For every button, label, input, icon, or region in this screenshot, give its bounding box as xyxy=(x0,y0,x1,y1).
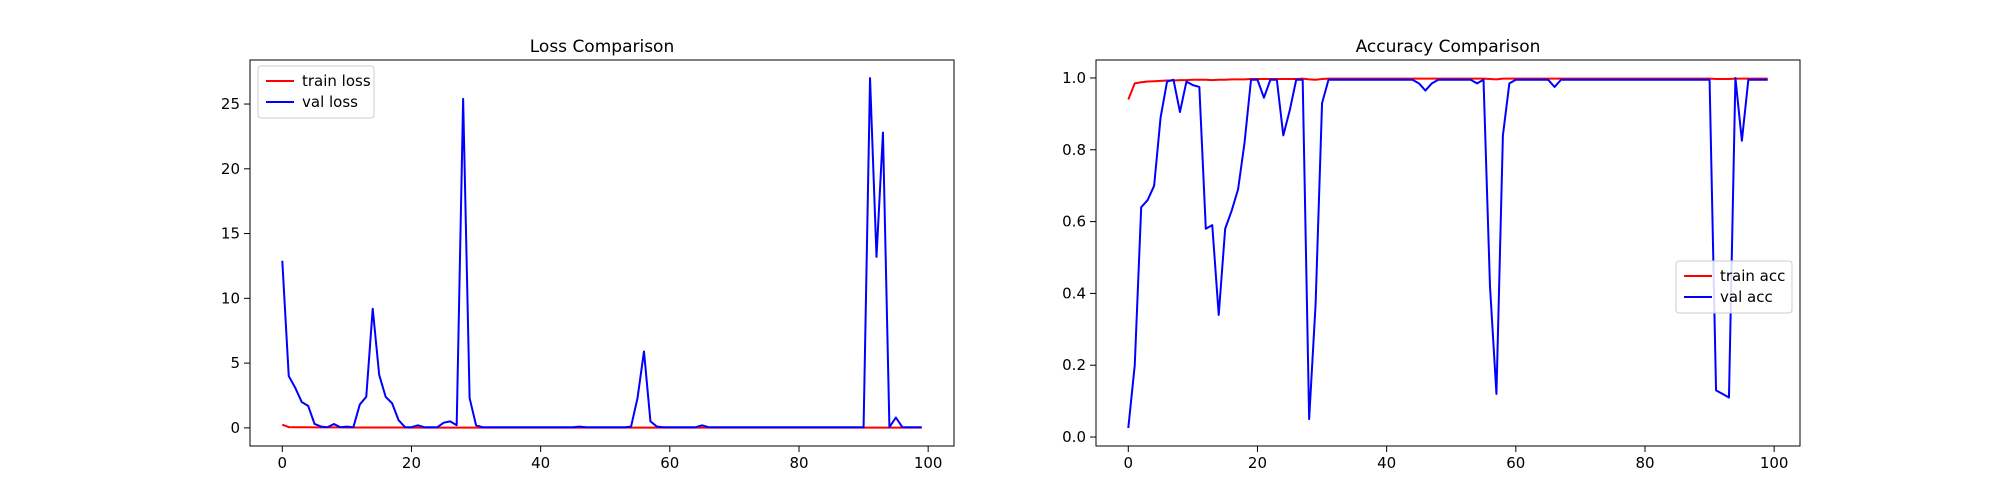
loss-chart: Loss Comparison 0 20 40 60 80 100 0 5 10 15 20 25 t… xyxy=(221,37,955,472)
accuracy-series-train-acc xyxy=(1127,77,1768,100)
loss-legend-box xyxy=(257,65,375,119)
loss-chart-axes: 0 20 40 60 80 100 0 5 10 15 20 25 xyxy=(221,95,943,472)
accuracy-legend-box xyxy=(1675,260,1793,314)
accuracy-chart-lines xyxy=(1127,76,1768,429)
accuracy-ytick-label-2: 0.4 xyxy=(1062,284,1086,302)
loss-ytick-label-3: 15 xyxy=(221,225,240,243)
accuracy-ytick-label-1: 0.2 xyxy=(1062,356,1086,374)
loss-legend-label-0: train loss xyxy=(302,72,371,90)
loss-chart-title: Loss Comparison xyxy=(530,37,674,57)
loss-xtick-label-5: 100 xyxy=(914,454,943,472)
accuracy-chart: Accuracy Comparison 0 20 40 60 80 100 0.0 0.2 0.… xyxy=(1062,37,1801,472)
accuracy-xtick-label-1: 20 xyxy=(1248,454,1267,472)
accuracy-xtick-label-0: 0 xyxy=(1124,454,1134,472)
accuracy-ytick-label-3: 0.6 xyxy=(1062,213,1086,231)
loss-ytick-label-2: 10 xyxy=(221,289,240,307)
loss-ytick-label-4: 20 xyxy=(221,160,240,178)
accuracy-chart-legend: train acc val acc xyxy=(1675,260,1793,314)
loss-ytick-label-5: 25 xyxy=(221,95,240,113)
accuracy-legend-label-0: train acc xyxy=(1720,267,1785,285)
accuracy-xtick-label-5: 100 xyxy=(1760,454,1789,472)
loss-xtick-label-2: 40 xyxy=(531,454,550,472)
loss-chart-lines xyxy=(281,77,922,429)
loss-chart-frame xyxy=(249,59,955,447)
loss-xtick-label-3: 60 xyxy=(660,454,679,472)
loss-series-val-loss xyxy=(281,77,922,429)
accuracy-chart-title: Accuracy Comparison xyxy=(1356,37,1541,57)
accuracy-ytick-label-4: 0.8 xyxy=(1062,141,1086,159)
accuracy-ytick-label-5: 1.0 xyxy=(1062,69,1086,87)
accuracy-xtick-label-2: 40 xyxy=(1377,454,1396,472)
loss-chart-legend: train loss val loss xyxy=(257,65,375,119)
accuracy-chart-frame xyxy=(1095,59,1801,447)
loss-ytick-label-1: 5 xyxy=(230,354,240,372)
accuracy-ytick-label-0: 0.0 xyxy=(1062,428,1086,446)
accuracy-chart-axes: 0 20 40 60 80 100 0.0 0.2 0.4 0.6 0.8 1.0 xyxy=(1062,69,1788,472)
loss-xtick-label-1: 20 xyxy=(402,454,421,472)
accuracy-series-val-acc xyxy=(1127,76,1768,429)
loss-xtick-label-0: 0 xyxy=(278,454,288,472)
loss-xtick-label-4: 80 xyxy=(789,454,808,472)
accuracy-xtick-label-4: 80 xyxy=(1635,454,1654,472)
accuracy-legend-label-1: val acc xyxy=(1720,288,1773,306)
loss-legend-label-1: val loss xyxy=(302,93,358,111)
accuracy-xtick-label-3: 60 xyxy=(1506,454,1525,472)
loss-ytick-label-0: 0 xyxy=(230,419,240,437)
